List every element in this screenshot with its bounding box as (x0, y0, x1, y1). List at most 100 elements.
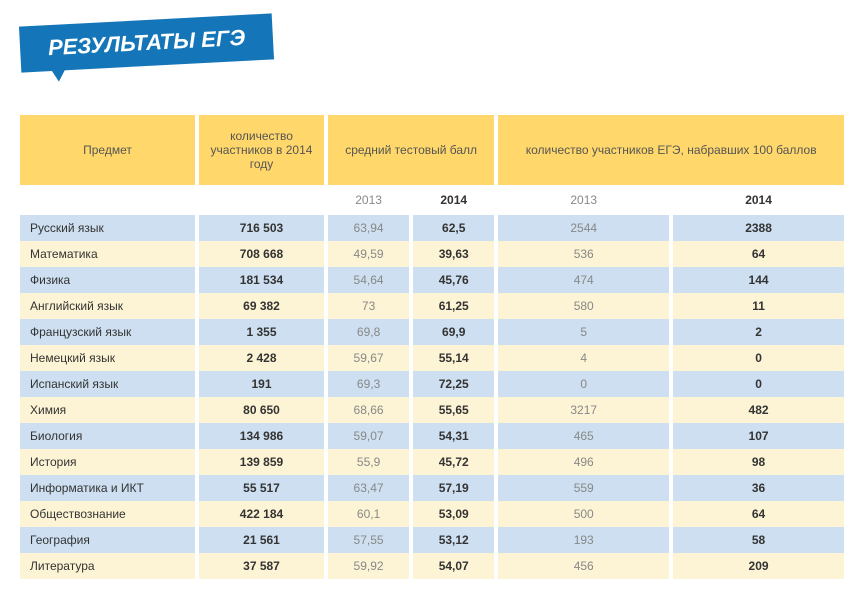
cell-perfect-2014: 0 (673, 371, 844, 397)
cell-subject: География (20, 527, 195, 553)
cell-avg-2014: 72,25 (413, 371, 494, 397)
table-row: Биология134 98659,0754,31465107 (20, 423, 844, 449)
cell-count: 191 (199, 371, 324, 397)
year-perfect-2014: 2014 (673, 185, 844, 215)
cell-avg-2013: 73 (328, 293, 409, 319)
cell-perfect-2013: 4 (498, 345, 669, 371)
cell-avg-2013: 59,67 (328, 345, 409, 371)
cell-perfect-2014: 58 (673, 527, 844, 553)
cell-avg-2014: 53,12 (413, 527, 494, 553)
cell-avg-2013: 60,1 (328, 501, 409, 527)
col-count: количество участников в 2014 году (199, 115, 324, 185)
cell-subject: Испанский язык (20, 371, 195, 397)
cell-count: 181 534 (199, 267, 324, 293)
cell-avg-2014: 54,31 (413, 423, 494, 449)
cell-count: 69 382 (199, 293, 324, 319)
cell-perfect-2014: 107 (673, 423, 844, 449)
cell-avg-2013: 69,8 (328, 319, 409, 345)
table-row: Химия80 65068,6655,653217482 (20, 397, 844, 423)
header-row: Предмет количество участников в 2014 год… (20, 115, 844, 185)
cell-perfect-2013: 580 (498, 293, 669, 319)
year-avg-2014: 2014 (413, 185, 494, 215)
cell-perfect-2014: 0 (673, 345, 844, 371)
cell-avg-2013: 68,66 (328, 397, 409, 423)
cell-avg-2014: 57,19 (413, 475, 494, 501)
cell-avg-2014: 45,72 (413, 449, 494, 475)
cell-subject: История (20, 449, 195, 475)
cell-avg-2013: 57,55 (328, 527, 409, 553)
table-row: Информатика и ИКТ55 51763,4757,1955936 (20, 475, 844, 501)
table-row: Математика708 66849,5939,6353664 (20, 241, 844, 267)
cell-avg-2013: 54,64 (328, 267, 409, 293)
cell-avg-2014: 39,63 (413, 241, 494, 267)
cell-perfect-2014: 2 (673, 319, 844, 345)
cell-count: 55 517 (199, 475, 324, 501)
cell-count: 422 184 (199, 501, 324, 527)
cell-subject: Математика (20, 241, 195, 267)
col-perfect-group: количество участников ЕГЭ, набравших 100… (498, 115, 844, 185)
year-avg-2013: 2013 (328, 185, 409, 215)
cell-perfect-2013: 559 (498, 475, 669, 501)
cell-avg-2013: 59,92 (328, 553, 409, 579)
cell-perfect-2013: 536 (498, 241, 669, 267)
cell-subject: Обществознание (20, 501, 195, 527)
cell-avg-2014: 61,25 (413, 293, 494, 319)
cell-perfect-2014: 2388 (673, 215, 844, 241)
table-row: Русский язык716 50363,9462,525442388 (20, 215, 844, 241)
table-row: История139 85955,945,7249698 (20, 449, 844, 475)
cell-avg-2013: 59,07 (328, 423, 409, 449)
cell-perfect-2013: 2544 (498, 215, 669, 241)
table-row: Французский язык1 35569,869,952 (20, 319, 844, 345)
cell-count: 139 859 (199, 449, 324, 475)
cell-subject: Немецкий язык (20, 345, 195, 371)
cell-subject: Русский язык (20, 215, 195, 241)
title-banner-wrap: РЕЗУЛЬТАТЫ ЕГЭ (0, 0, 866, 115)
cell-avg-2014: 55,14 (413, 345, 494, 371)
cell-perfect-2013: 193 (498, 527, 669, 553)
cell-perfect-2013: 456 (498, 553, 669, 579)
cell-subject: Французский язык (20, 319, 195, 345)
spacer (199, 185, 324, 215)
cell-subject: Английский язык (20, 293, 195, 319)
cell-count: 37 587 (199, 553, 324, 579)
cell-subject: Информатика и ИКТ (20, 475, 195, 501)
title-banner: РЕЗУЛЬТАТЫ ЕГЭ (19, 13, 274, 72)
cell-count: 1 355 (199, 319, 324, 345)
cell-perfect-2014: 482 (673, 397, 844, 423)
year-row: 2013 2014 2013 2014 (20, 185, 844, 215)
cell-count: 134 986 (199, 423, 324, 449)
cell-count: 708 668 (199, 241, 324, 267)
cell-count: 2 428 (199, 345, 324, 371)
cell-perfect-2013: 3217 (498, 397, 669, 423)
results-table: Предмет количество участников в 2014 год… (16, 115, 848, 579)
cell-avg-2013: 63,94 (328, 215, 409, 241)
table-body: 2013 2014 2013 2014 Русский язык716 5036… (20, 185, 844, 579)
table-row: Литература37 58759,9254,07456209 (20, 553, 844, 579)
table-row: Английский язык69 3827361,2558011 (20, 293, 844, 319)
col-subject: Предмет (20, 115, 195, 185)
cell-perfect-2014: 64 (673, 241, 844, 267)
cell-perfect-2014: 64 (673, 501, 844, 527)
cell-subject: Литература (20, 553, 195, 579)
cell-perfect-2014: 209 (673, 553, 844, 579)
cell-perfect-2013: 500 (498, 501, 669, 527)
year-perfect-2013: 2013 (498, 185, 669, 215)
cell-perfect-2013: 496 (498, 449, 669, 475)
cell-avg-2014: 62,5 (413, 215, 494, 241)
cell-perfect-2014: 98 (673, 449, 844, 475)
table-row: Испанский язык19169,372,2500 (20, 371, 844, 397)
cell-avg-2014: 55,65 (413, 397, 494, 423)
cell-avg-2013: 63,47 (328, 475, 409, 501)
cell-avg-2013: 69,3 (328, 371, 409, 397)
cell-subject: Химия (20, 397, 195, 423)
col-avg-group: средний тестовый балл (328, 115, 494, 185)
cell-perfect-2014: 36 (673, 475, 844, 501)
cell-count: 21 561 (199, 527, 324, 553)
cell-perfect-2013: 465 (498, 423, 669, 449)
cell-perfect-2013: 5 (498, 319, 669, 345)
cell-subject: Биология (20, 423, 195, 449)
cell-avg-2014: 54,07 (413, 553, 494, 579)
cell-avg-2013: 55,9 (328, 449, 409, 475)
cell-subject: Физика (20, 267, 195, 293)
table-row: Обществознание422 18460,153,0950064 (20, 501, 844, 527)
